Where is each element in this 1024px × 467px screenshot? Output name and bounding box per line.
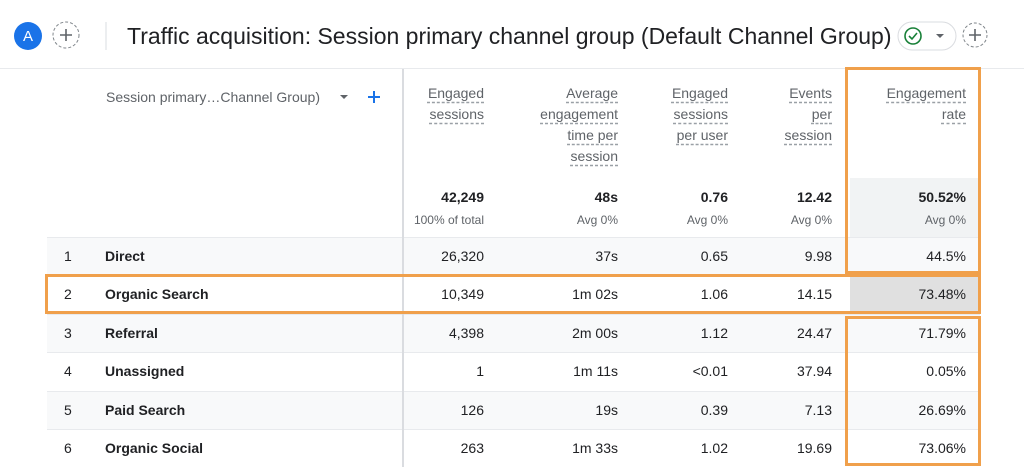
metric-value: 1.02 (700, 440, 728, 456)
column-header-text: Engagement rate (886, 85, 966, 122)
report-title: Traffic acquisition: Session primary cha… (127, 23, 892, 49)
metric-value: 24.47 (796, 324, 832, 341)
channel-name[interactable]: Unassigned (105, 363, 185, 380)
row-bg (47, 237, 980, 276)
total-value: 42,249 (441, 189, 484, 205)
total-note: Avg 0% (576, 213, 618, 227)
metric-value: 44.5% (926, 248, 966, 264)
status-pill[interactable] (897, 21, 957, 51)
metric-value: 14.15 (796, 286, 832, 303)
metric-value: 19s (595, 401, 618, 418)
metric-value: 1 (476, 363, 484, 380)
metric-value: 2m 00s (572, 324, 618, 341)
channel-name[interactable]: Referral (105, 324, 158, 341)
metric-value: 26,320 (441, 248, 484, 264)
row-bg (47, 313, 980, 353)
add-button[interactable] (962, 22, 988, 48)
top-bar: A Traffic acquisition: Session primary c… (0, 21, 1024, 69)
column-header[interactable]: Engaged sessions per user (656, 83, 728, 146)
channel-name[interactable]: Organic Social (105, 440, 204, 456)
metric-value: 7.13 (804, 401, 832, 418)
metric-value: 37s (595, 248, 618, 264)
channel-name[interactable]: Direct (105, 248, 145, 264)
row-index: 6 (64, 440, 72, 456)
total-value: 48s (594, 189, 618, 205)
metric-value: 1m 33s (572, 440, 618, 456)
metric-value: 26.69% (918, 401, 966, 418)
add-comparison[interactable] (52, 21, 80, 49)
metric-value: 126 (460, 401, 484, 418)
total-note: Avg 0% (790, 213, 832, 227)
column-header[interactable]: Average engagement time per session (523, 83, 618, 167)
column-header[interactable]: Events per session (780, 83, 832, 146)
metric-value: 9.98 (804, 248, 832, 264)
metric-value: 0.05% (926, 363, 966, 380)
column-header-text: Engaged sessions (427, 85, 484, 122)
metric-value: 4,398 (448, 324, 484, 341)
metric-value: 0.39 (700, 401, 728, 418)
avatar-circle[interactable] (14, 22, 42, 50)
metric-value: 263 (460, 440, 484, 456)
metric-value: 1m 11s (573, 363, 618, 380)
row-bg (47, 429, 980, 467)
rate-column-bg (850, 178, 980, 237)
column-header-text: Events per session (784, 85, 832, 143)
metric-value: <0.01 (692, 363, 728, 380)
metric-value: 73.06% (918, 440, 966, 456)
metric-value: 19.69 (796, 440, 832, 456)
dimension-header[interactable]: Session primary…Channel Group) (106, 89, 320, 105)
total-note: 100% of total (413, 213, 484, 227)
total-value: 50.52% (918, 189, 966, 205)
metric-value: 1.12 (700, 324, 728, 341)
row-index: 5 (64, 401, 72, 418)
row-index: 4 (64, 363, 72, 380)
avatar-letter: A (23, 28, 33, 45)
column-header-text: Average engagement time per session (540, 85, 618, 164)
metric-value: 1m 02s (572, 286, 618, 303)
column-header[interactable]: Engagement rate (874, 83, 966, 125)
total-value: 0.76 (700, 189, 728, 205)
metric-value: 1.06 (700, 286, 728, 303)
total-note: Avg 0% (686, 213, 728, 227)
total-value: 12.42 (796, 189, 832, 205)
metric-value: 71.79% (918, 324, 966, 341)
column-header[interactable]: Engaged sessions (412, 83, 484, 125)
column-header-text: Engaged sessions per user (671, 85, 728, 143)
row-index: 3 (64, 324, 72, 341)
metric-value: 10,349 (441, 286, 484, 303)
metric-value: 37.94 (796, 363, 832, 380)
channel-name[interactable]: Paid Search (105, 401, 186, 418)
dimension-controls[interactable] (336, 87, 386, 107)
metric-value: 73.48% (918, 286, 966, 303)
row-bg (47, 352, 980, 391)
highlight-cell (850, 275, 980, 314)
metric-value: 0.65 (700, 248, 728, 264)
channel-name[interactable]: Organic Search (105, 286, 209, 303)
column-divider (402, 69, 404, 467)
row-index: 2 (64, 286, 72, 303)
total-note: Avg 0% (924, 213, 966, 227)
row-bg (47, 390, 980, 429)
row-index: 1 (64, 248, 72, 264)
